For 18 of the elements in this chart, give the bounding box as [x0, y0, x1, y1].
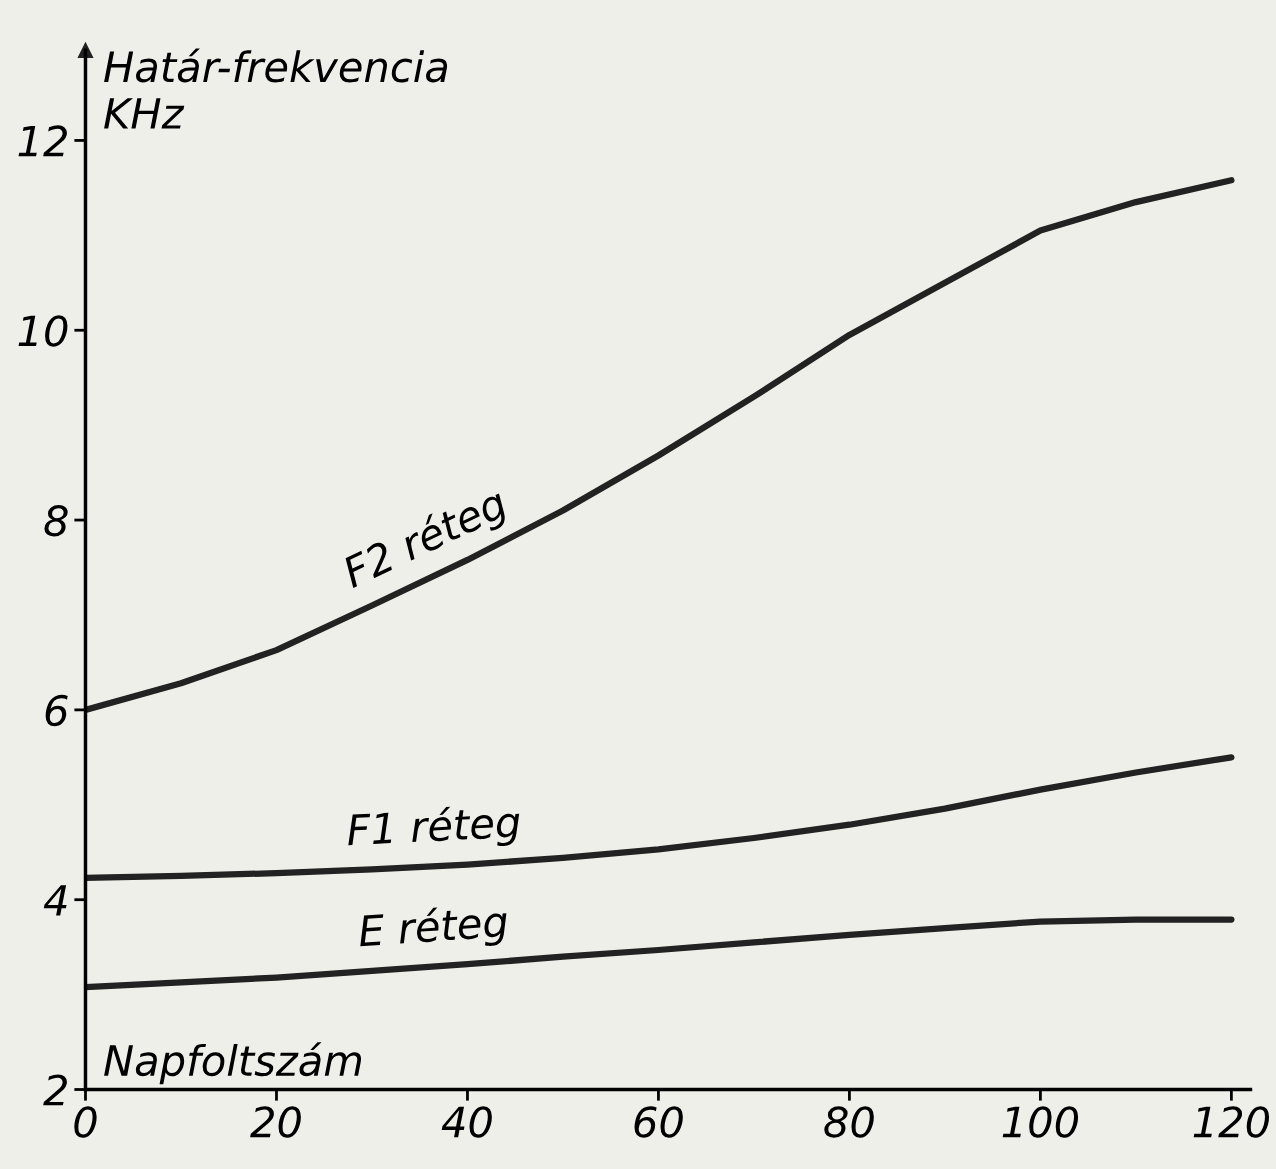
- x-tick-label: 120: [1193, 1106, 1270, 1138]
- x-tick-label: 60: [634, 1106, 683, 1138]
- x-axis-title: Napfoltszám: [104, 1042, 362, 1085]
- x-tick-label: 40: [441, 1106, 492, 1138]
- x-tick-label: 0: [74, 1106, 97, 1138]
- y-tick-label: 12: [18, 125, 67, 157]
- x-tick-label: 20: [250, 1106, 301, 1138]
- y-tick-label: 4: [43, 885, 67, 916]
- series-label: E réteg: [357, 902, 509, 955]
- text: F2 réteg: [338, 483, 513, 596]
- y-tick-label: 8: [44, 504, 68, 537]
- y-tick-label: 2: [43, 1074, 67, 1106]
- x-tick-label: 80: [824, 1106, 874, 1138]
- y-tick-label: 6: [45, 694, 68, 727]
- series-label: F1 réteg: [346, 803, 521, 854]
- y-tick-label: 10: [18, 315, 68, 347]
- y-axis-title: Határ-frekvencia KHz: [104, 48, 448, 129]
- x-tick-label: 100: [1002, 1106, 1079, 1138]
